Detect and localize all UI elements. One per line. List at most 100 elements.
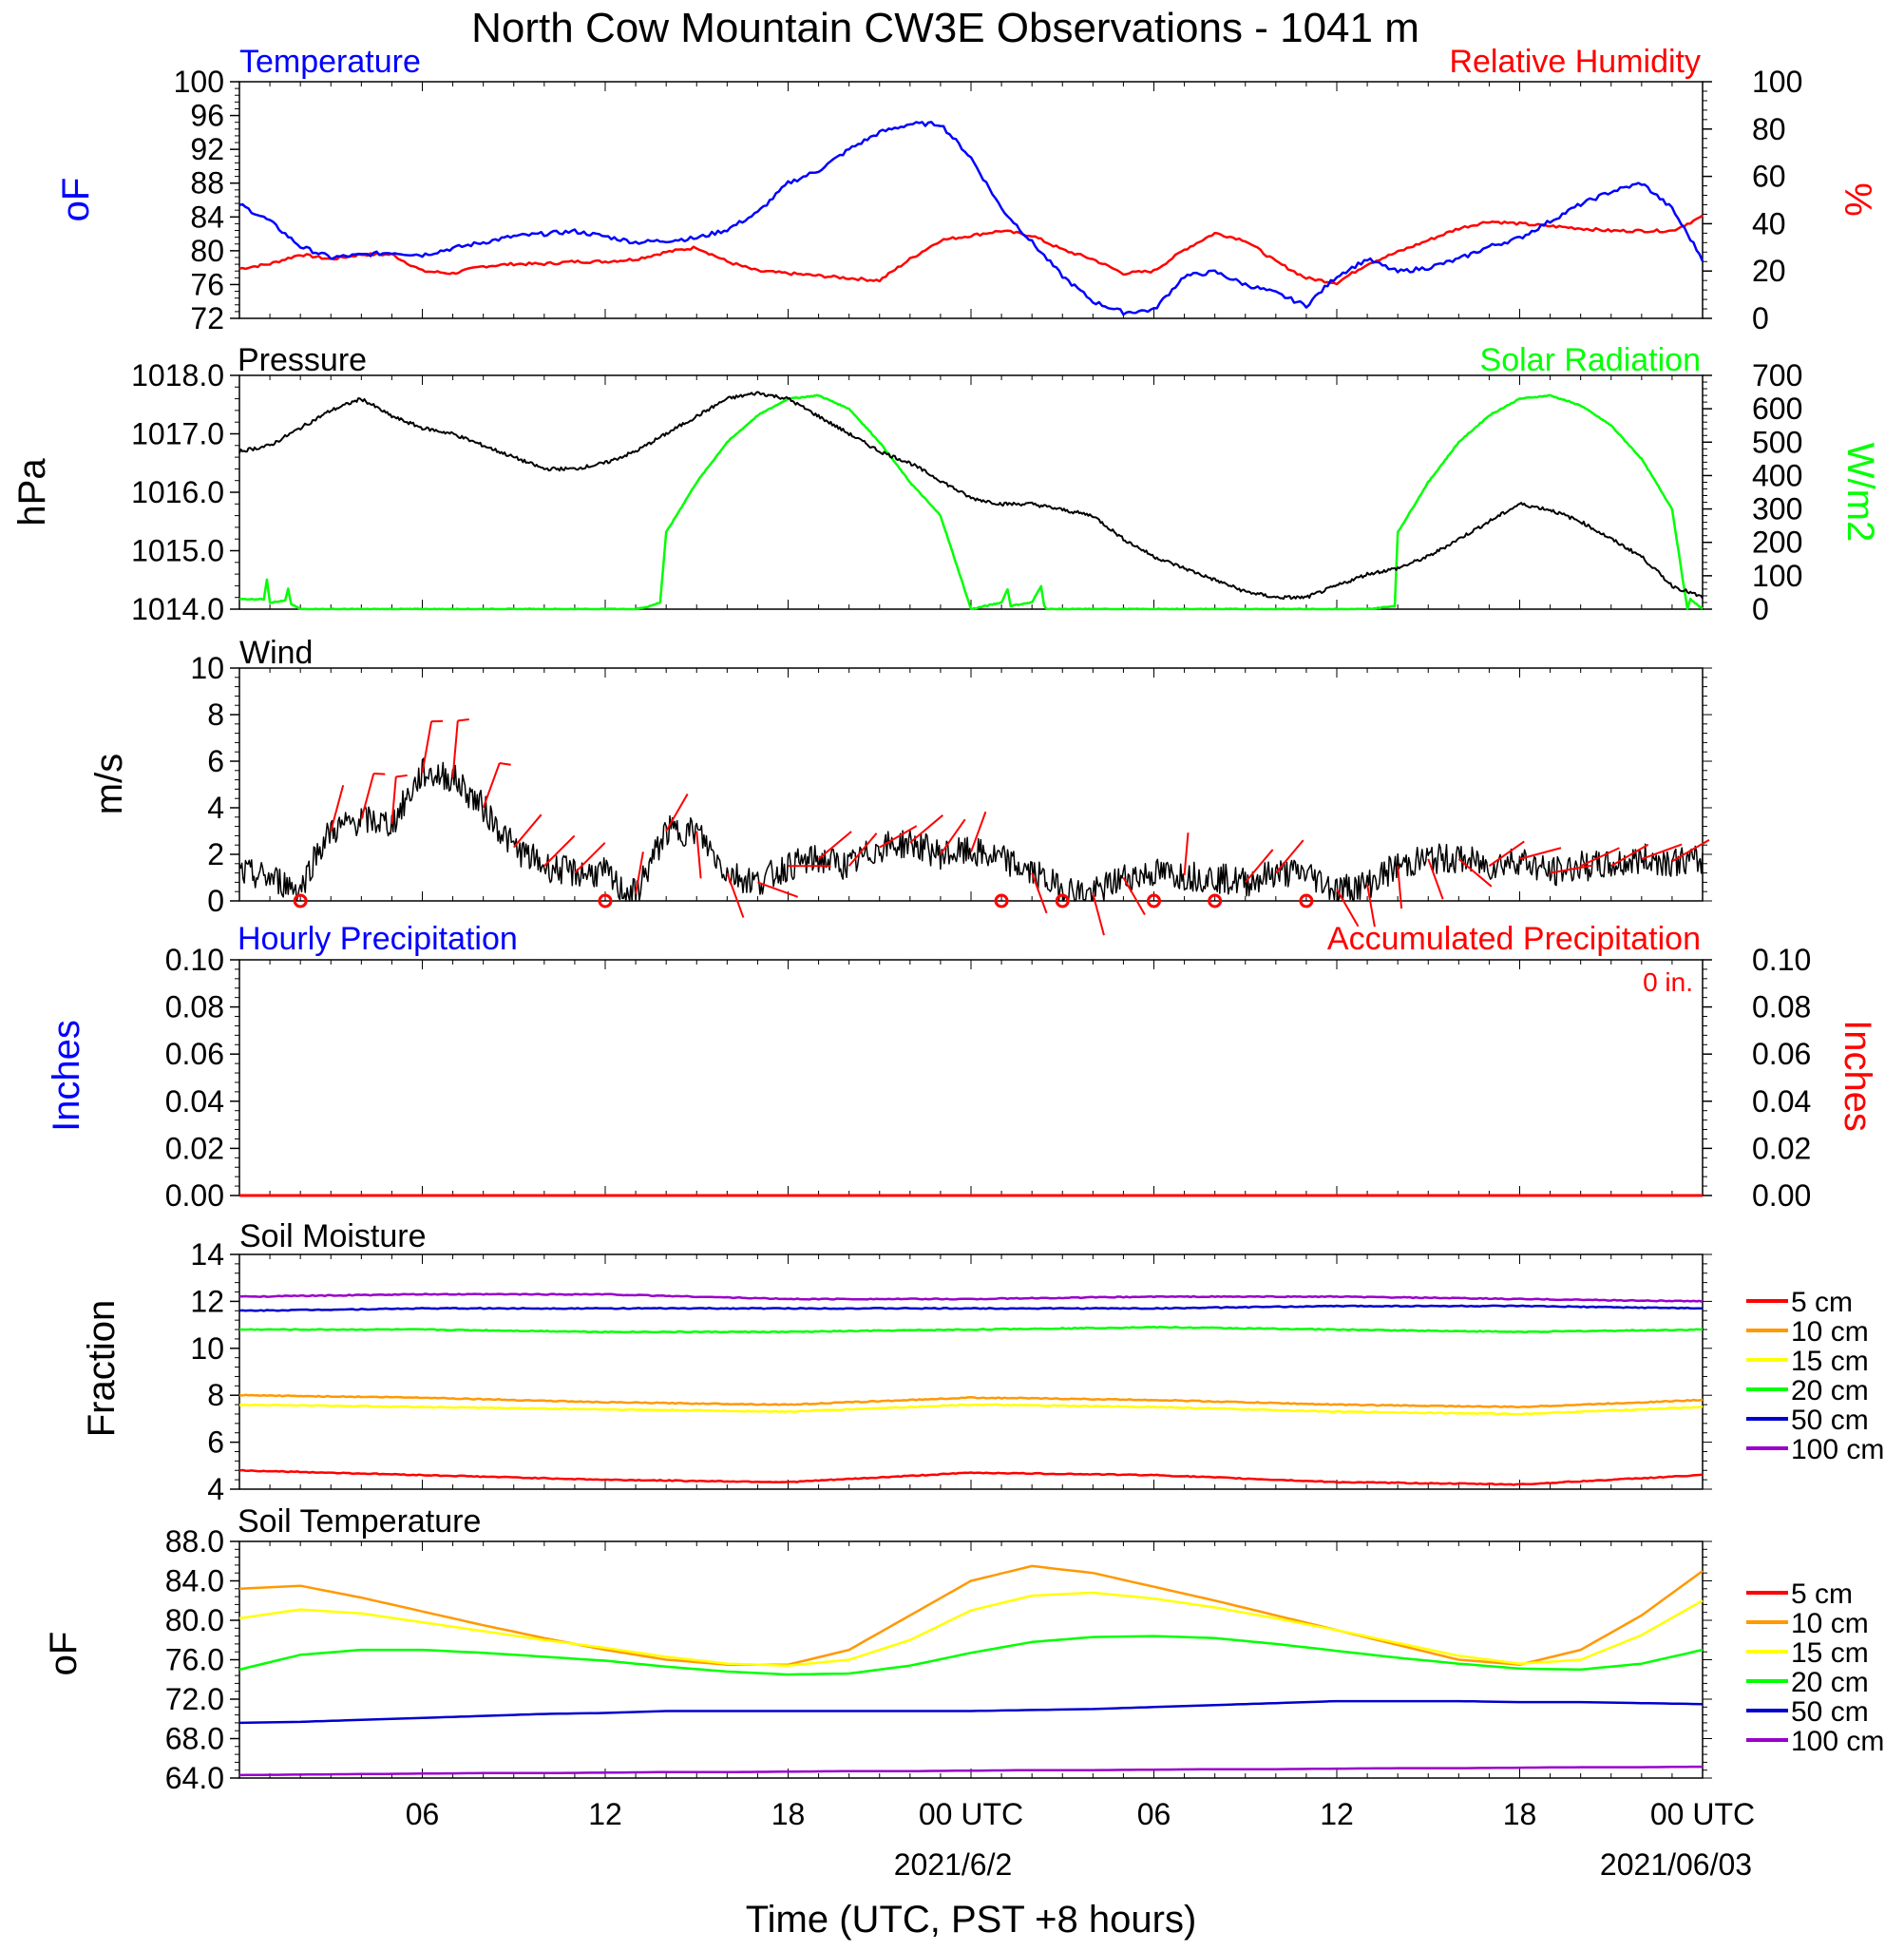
- y-tick-label: 0.10: [165, 943, 224, 977]
- y-tick-label: 76: [190, 267, 224, 301]
- wind-barb: [665, 794, 689, 832]
- soil-moisture-line-100cm: [238, 1292, 1704, 1304]
- y-tick-label: 100: [174, 65, 224, 99]
- y-tick-label-right: 60: [1752, 160, 1786, 194]
- soil-temperature-line-100cm: [238, 1765, 1703, 1777]
- soil-temperature-line-50cm: [238, 1699, 1704, 1725]
- y-tick-label: 0.08: [165, 990, 224, 1024]
- x-tick-label: 06: [1137, 1797, 1171, 1831]
- y-tick-label: 72: [190, 301, 224, 335]
- pressure-line: [238, 391, 1704, 601]
- x-axis-label: Time (UTC, PST +8 hours): [746, 1899, 1197, 1941]
- soil-temperature-line-20cm: [238, 1635, 1704, 1676]
- calm-wind-marker: [598, 893, 613, 909]
- hourly-precip-title: Hourly Precipitation: [238, 921, 518, 957]
- humidity-line: [238, 214, 1704, 286]
- wind-barb: [1031, 872, 1048, 914]
- wind-barb: [1550, 864, 1593, 874]
- y-tick-label-right: 700: [1752, 358, 1802, 392]
- y-tick-label: 4: [207, 791, 224, 825]
- legend-label: 50 cm: [1791, 1696, 1869, 1728]
- wind-speed-line: [238, 757, 1704, 902]
- time-axis: 2021/6/2 2021/06/03 Time (UTC, PST +8 ho…: [406, 1797, 1755, 1941]
- y-tick-label: 0: [207, 884, 224, 918]
- legend-label: 10 cm: [1791, 1608, 1869, 1639]
- humidity-title: Relative Humidity: [1449, 44, 1701, 80]
- y-tick-label-right: 100: [1752, 559, 1802, 593]
- wind-barb: [512, 813, 543, 849]
- calm-wind-marker: [1147, 893, 1161, 909]
- accum-precip-title: Accumulated Precipitation: [1327, 921, 1701, 957]
- soil-temperature-panel: Soil Temperature oF 88.0 84.0 80.0 76.0 72.0…: [43, 1503, 1884, 1795]
- y-tick-label: 1016.0: [131, 475, 224, 509]
- y-tick-label-right: 0.00: [1752, 1178, 1811, 1213]
- y-tick-label: 8: [207, 698, 224, 732]
- y-tick-label: 84.0: [165, 1564, 224, 1598]
- wind-barb: [1183, 832, 1190, 876]
- wind-barb: [1336, 889, 1360, 928]
- pressure-axis-label: hPa: [11, 458, 53, 526]
- wind-panel: Wind m/s 10 8 6 4 2 0: [88, 635, 1712, 936]
- y-tick-label: 0.04: [165, 1084, 224, 1119]
- solar-title: Solar Radiation: [1480, 342, 1701, 378]
- y-tick-label: 84: [190, 200, 224, 234]
- y-tick-label: 1015.0: [131, 534, 224, 568]
- wind-title: Wind: [239, 635, 313, 671]
- wind-barb: [390, 776, 397, 825]
- wind-barb: [574, 842, 606, 874]
- wind-barb-flag: [395, 774, 408, 778]
- temperature-unit-label: oF: [55, 178, 97, 222]
- y-tick-label: 14: [190, 1237, 224, 1272]
- soil-moisture-line-50cm: [238, 1304, 1704, 1312]
- y-tick-label-right: 0.10: [1752, 943, 1811, 977]
- temperature-line: [238, 121, 1704, 316]
- soil-moisture-line-5cm: [238, 1468, 1704, 1486]
- legend-label: 20 cm: [1791, 1667, 1869, 1698]
- wind-barb: [1397, 866, 1403, 909]
- y-tick-label: 92: [190, 132, 224, 166]
- y-tick-label: 10: [190, 651, 224, 685]
- y-tick-label-right: 200: [1752, 526, 1802, 560]
- y-tick-label-right: 600: [1752, 392, 1802, 426]
- wind-barb: [726, 872, 745, 918]
- legend-label: 5 cm: [1791, 1578, 1853, 1610]
- legend-label: 15 cm: [1791, 1637, 1869, 1669]
- wind-barb: [1427, 858, 1444, 900]
- soil-temperature-title: Soil Temperature: [238, 1503, 481, 1540]
- wind-barb: [940, 818, 966, 855]
- pressure-solar-panel: Pressure Solar Radiation hPa W/m2 1018.0…: [11, 342, 1881, 626]
- soil-temperature-line-10cm: [238, 1564, 1704, 1666]
- y-tick-label: 6: [207, 744, 224, 778]
- pressure-unit-label: hPa: [11, 458, 53, 526]
- legend-label: 50 cm: [1791, 1405, 1869, 1436]
- y-tick-label: 0.00: [165, 1178, 224, 1213]
- y-tick-label: 8: [207, 1378, 224, 1412]
- accum-precip-unit-label: Inches: [1837, 1020, 1878, 1132]
- date-label-day1: 2021/6/2: [894, 1847, 1013, 1882]
- wind-barb: [1092, 893, 1105, 936]
- wind-barb-flag: [499, 762, 511, 766]
- x-tick-label: 18: [771, 1797, 806, 1831]
- y-tick-label: 0.06: [165, 1037, 224, 1071]
- pressure-title: Pressure: [238, 342, 367, 378]
- legend-label: 10 cm: [1791, 1316, 1869, 1348]
- temperature-humidity-panel: Temperature Relative Humidity oF % 10096…: [55, 44, 1878, 335]
- y-tick-label: 88: [190, 166, 224, 201]
- wind-barb: [1610, 843, 1649, 868]
- y-tick-label-right: 0.06: [1752, 1037, 1811, 1071]
- y-tick-label: 80.0: [165, 1603, 224, 1637]
- y-tick-label: 76.0: [165, 1643, 224, 1677]
- calm-wind-marker: [1055, 893, 1070, 909]
- wind-barb-flag: [373, 772, 386, 775]
- soil-moisture-line-15cm: [238, 1403, 1704, 1416]
- wind-unit-label: m/s: [88, 754, 130, 814]
- soil-moisture-line-10cm: [238, 1393, 1704, 1409]
- y-tick-label: 6: [207, 1425, 224, 1460]
- y-tick-label-right: 300: [1752, 492, 1802, 526]
- x-tick-label: 00 UTC: [1650, 1797, 1755, 1831]
- chart-title: North Cow Mountain CW3E Observations - 1…: [471, 5, 1419, 51]
- y-tick-label: 10: [190, 1331, 224, 1366]
- x-tick-label: 18: [1503, 1797, 1537, 1831]
- y-tick-label: 72.0: [165, 1682, 224, 1716]
- wind-barb: [1580, 847, 1620, 868]
